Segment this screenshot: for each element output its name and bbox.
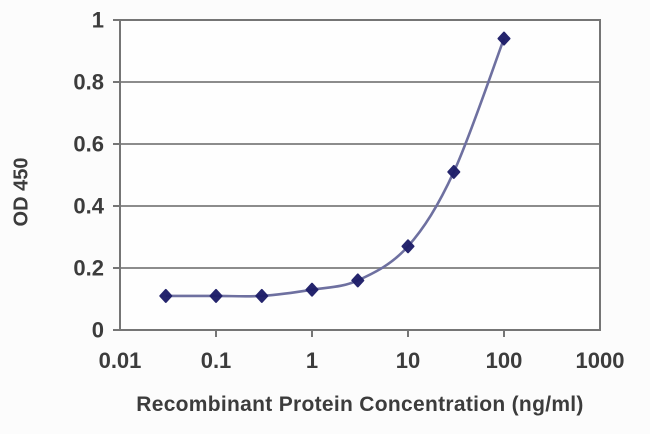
y-axis-tick-label: 1	[92, 8, 104, 33]
plot-border	[119, 19, 601, 331]
data-point-marker	[497, 31, 511, 46]
y-axis-tick-label: 0.4	[73, 194, 104, 219]
data-point-marker	[305, 282, 319, 297]
data-point-marker	[351, 273, 365, 288]
x-axis-tick-label: 1	[306, 348, 318, 373]
x-axis-tick-label: 10	[396, 348, 420, 373]
data-point-marker	[401, 239, 415, 254]
data-point-marker	[159, 288, 173, 303]
data-point-marker	[209, 288, 223, 303]
x-axis-tick-label: 100	[486, 348, 523, 373]
x-axis-title: Recombinant Protein Concentration (ng/ml…	[136, 393, 584, 416]
y-axis-title: OD 450	[10, 157, 33, 227]
y-axis-tick-label: 0.2	[73, 256, 104, 281]
data-point-marker	[255, 288, 269, 303]
data-point-marker	[447, 164, 461, 179]
y-axis-tick-label: 0	[92, 318, 104, 343]
x-axis-tick-label: 0.01	[99, 348, 142, 373]
y-axis-tick-label: 0.8	[73, 70, 104, 95]
y-axis-tick-label: 0.6	[73, 132, 104, 157]
x-axis-tick-label: 1000	[576, 348, 625, 373]
x-axis-tick-label: 0.1	[201, 348, 232, 373]
